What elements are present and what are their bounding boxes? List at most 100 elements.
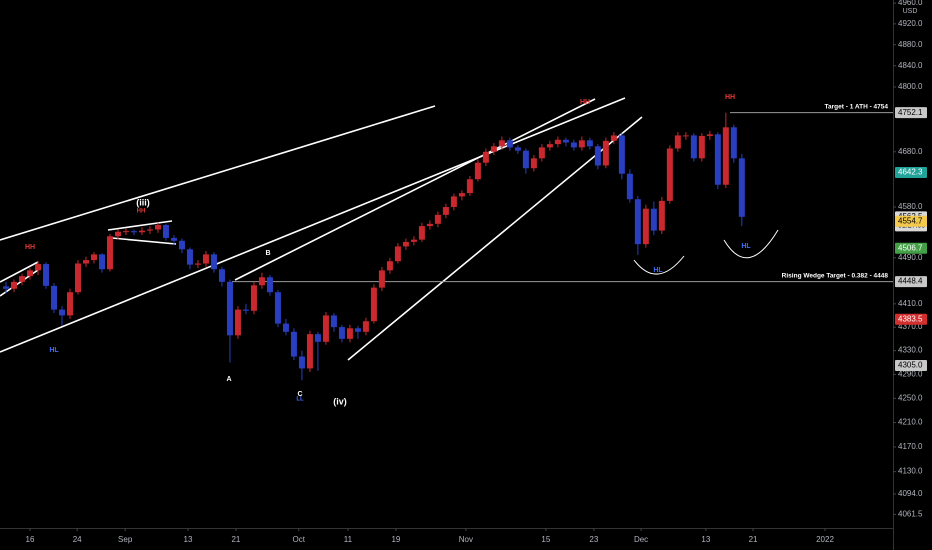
candle-body <box>242 309 249 311</box>
candle-body <box>674 135 681 149</box>
price-tag-label: 4305.0 <box>898 361 923 370</box>
candle-body <box>122 231 129 233</box>
price-tag <box>895 359 927 371</box>
candle-body <box>698 135 705 159</box>
price-tag-label: 4642.3 <box>898 168 923 177</box>
candle-body <box>522 150 529 169</box>
candle-body <box>530 158 537 169</box>
wave-label: HH <box>25 244 35 251</box>
candle-body <box>210 254 217 270</box>
wave-label: HH <box>580 99 590 106</box>
candle-body <box>442 207 449 215</box>
candle-body <box>650 208 657 231</box>
candles <box>2 112 745 381</box>
candle-body <box>82 260 89 264</box>
candle-body <box>306 334 313 369</box>
candle-body <box>98 254 105 270</box>
price-tag-label: 4448.4 <box>898 277 923 286</box>
y-tick-label: 4330.0 <box>898 346 923 355</box>
candle-body <box>354 328 361 332</box>
candle-body <box>330 315 337 328</box>
trendline <box>111 237 177 245</box>
x-tick-label: 15 <box>541 535 550 544</box>
y-tick-label: 4580.0 <box>898 202 923 211</box>
curve <box>723 229 779 259</box>
candle-body <box>386 261 393 271</box>
y-tick-label: 4094.0 <box>898 489 923 498</box>
trendlines <box>0 97 779 361</box>
wave-label: B <box>265 250 270 257</box>
candle-body <box>426 223 433 227</box>
y-tick-label: 4680.0 <box>898 147 923 156</box>
candle-body <box>482 151 489 163</box>
level-label: Rising Wedge Target - 0.382 - 4448 <box>782 272 889 279</box>
candle-body <box>42 264 49 286</box>
candle-body <box>618 135 625 174</box>
trendline <box>107 220 173 231</box>
candle-body <box>146 229 153 231</box>
x-tick-label: 16 <box>26 535 35 544</box>
candle-body <box>154 224 161 230</box>
candle-body <box>250 285 257 311</box>
candle-body <box>658 200 665 231</box>
candle-body <box>226 281 233 336</box>
candle-body <box>26 270 33 277</box>
price-tag <box>895 313 927 325</box>
trendline <box>347 116 643 361</box>
candle-body <box>90 254 97 261</box>
candle-body <box>594 146 601 166</box>
candle-body <box>58 309 65 316</box>
candle-body <box>2 286 9 289</box>
price-tag <box>895 276 927 288</box>
candle-body <box>570 142 577 148</box>
candle-body <box>314 334 321 342</box>
candle-body <box>586 140 593 147</box>
candle-body <box>402 241 409 247</box>
candle-body <box>170 237 177 241</box>
candle-body <box>338 327 345 339</box>
candle-body <box>450 196 457 208</box>
candle-body <box>114 231 121 237</box>
candle-body <box>298 356 305 369</box>
x-tick-label: Oct <box>293 535 306 544</box>
candle-body <box>74 263 81 293</box>
x-tick-label: 19 <box>391 535 400 544</box>
y-tick-label: 4880.0 <box>898 40 923 49</box>
y-tick-label: 4920.0 <box>898 19 923 28</box>
candle-body <box>642 208 649 245</box>
candle-body <box>730 127 737 159</box>
y-tick-label: 4800.0 <box>898 82 923 91</box>
candle-body <box>186 249 193 265</box>
candle-body <box>50 285 57 310</box>
candle-body <box>394 246 401 262</box>
candle-body <box>362 321 369 332</box>
wave-label: HH <box>137 209 146 215</box>
price-tag-label: 4383.5 <box>898 314 923 323</box>
trendline <box>234 98 596 281</box>
candle-body <box>714 134 721 185</box>
candle-body <box>578 140 585 148</box>
candle-body <box>602 140 609 166</box>
wave-label: A <box>226 376 231 383</box>
x-tick-label: 21 <box>749 535 758 544</box>
candle-body <box>218 269 225 282</box>
wave-label: C <box>297 391 302 398</box>
currency-label: USD <box>903 8 918 15</box>
candle-body <box>106 236 113 270</box>
candle-body <box>130 231 137 233</box>
candle-body <box>194 263 201 265</box>
candle-body <box>490 146 497 152</box>
candle-body <box>434 214 441 224</box>
candle-body <box>458 193 465 197</box>
candle-body <box>370 287 377 322</box>
candle-body <box>322 315 329 342</box>
price-tag <box>895 107 927 119</box>
candle-body <box>498 140 505 147</box>
candle-body <box>466 179 473 194</box>
price-tag-label: 4554.7 <box>898 216 923 225</box>
wave-label: LL <box>296 397 304 403</box>
y-tick-label: 4170.0 <box>898 442 923 451</box>
y-tick-label: 4370.0 <box>898 322 923 331</box>
candle-body <box>634 199 641 245</box>
